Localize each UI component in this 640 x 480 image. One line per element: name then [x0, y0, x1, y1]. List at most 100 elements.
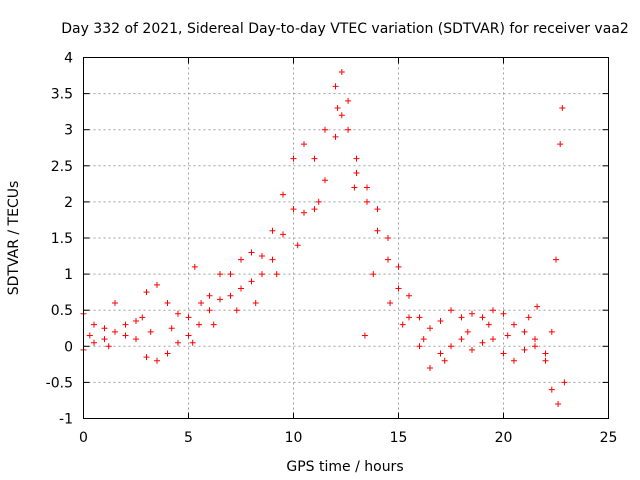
data-point	[143, 354, 150, 361]
data-point	[185, 314, 192, 321]
x-tick-label: 20	[495, 430, 513, 446]
y-tick-label: 0.5	[51, 303, 73, 319]
data-point	[511, 357, 517, 364]
x-tick-label: 0	[79, 430, 88, 446]
data-point	[353, 155, 360, 162]
data-point	[548, 328, 555, 335]
y-tick-label: 0	[64, 339, 73, 355]
data-point	[227, 292, 234, 299]
data-point	[280, 231, 286, 238]
data-point	[147, 328, 154, 335]
data-point	[154, 281, 160, 288]
data-marks	[80, 68, 568, 408]
data-point	[112, 328, 118, 335]
data-point	[420, 336, 427, 343]
data-point	[322, 177, 328, 184]
data-point	[490, 307, 496, 314]
data-point	[387, 299, 394, 306]
grid-lines	[83, 57, 609, 419]
data-point	[485, 321, 492, 328]
data-point	[175, 310, 181, 317]
x-tick-label: 15	[390, 430, 408, 446]
data-point	[399, 321, 406, 328]
data-point	[290, 155, 297, 162]
data-point	[196, 321, 202, 328]
data-point	[448, 343, 454, 350]
data-point	[101, 325, 108, 332]
data-point	[406, 292, 412, 299]
data-point	[210, 321, 217, 328]
data-point	[542, 350, 549, 357]
series-1	[80, 68, 566, 357]
data-point	[437, 350, 444, 357]
data-point	[198, 299, 205, 306]
data-point	[206, 292, 213, 299]
data-point	[259, 271, 265, 278]
data-point	[91, 339, 97, 346]
data-point	[86, 332, 93, 339]
data-point	[385, 256, 391, 263]
data-point	[448, 307, 454, 314]
data-point	[105, 343, 112, 350]
data-point	[206, 307, 213, 314]
y-tick-label: 2.5	[51, 159, 73, 175]
data-point	[227, 271, 234, 278]
data-point	[555, 401, 562, 408]
data-point	[504, 332, 511, 339]
data-point	[521, 346, 528, 353]
data-point	[416, 343, 423, 350]
y-tick-label: 1.5	[51, 231, 73, 247]
data-point	[334, 105, 341, 112]
data-point	[101, 336, 108, 343]
data-point	[416, 314, 423, 321]
data-point	[500, 350, 507, 357]
data-point	[511, 321, 517, 328]
y-tick-label: 1	[64, 267, 73, 283]
y-tick-label: 3	[64, 123, 73, 139]
data-point	[217, 271, 223, 278]
data-point	[122, 332, 129, 339]
data-point	[91, 321, 97, 328]
x-tick-labels: 0 5 10 15 20 25	[79, 430, 617, 446]
data-point	[427, 325, 433, 332]
y-tick-label: 2	[64, 195, 73, 211]
data-point	[248, 249, 255, 256]
data-point	[532, 343, 538, 350]
data-point	[464, 328, 471, 335]
data-point	[217, 296, 223, 303]
data-point	[248, 278, 255, 285]
data-point	[542, 357, 549, 364]
data-point	[139, 314, 146, 321]
data-point	[548, 386, 555, 393]
data-point	[385, 235, 391, 241]
data-point	[479, 339, 486, 346]
data-point	[469, 346, 475, 353]
data-point	[238, 256, 244, 263]
data-point	[559, 105, 566, 112]
data-point	[458, 336, 465, 343]
data-point	[345, 97, 352, 104]
data-point	[500, 310, 507, 317]
data-point	[322, 126, 328, 133]
data-point	[143, 289, 150, 296]
data-point	[458, 314, 465, 321]
data-point	[191, 263, 198, 270]
y-tick-label: -1	[59, 412, 73, 428]
data-point	[311, 206, 318, 213]
x-axis-label: GPS time / hours	[286, 459, 403, 475]
data-point	[490, 336, 496, 343]
y-tick-label: 4	[64, 51, 73, 67]
data-point	[164, 299, 171, 306]
data-point	[301, 209, 307, 216]
data-point	[521, 328, 528, 335]
data-point	[133, 336, 139, 343]
data-point	[238, 285, 244, 292]
data-point	[374, 227, 381, 234]
data-point	[315, 198, 322, 205]
data-point	[280, 191, 286, 198]
data-point	[175, 339, 181, 346]
data-point	[133, 318, 139, 325]
data-point	[189, 339, 196, 346]
data-point	[479, 314, 486, 321]
